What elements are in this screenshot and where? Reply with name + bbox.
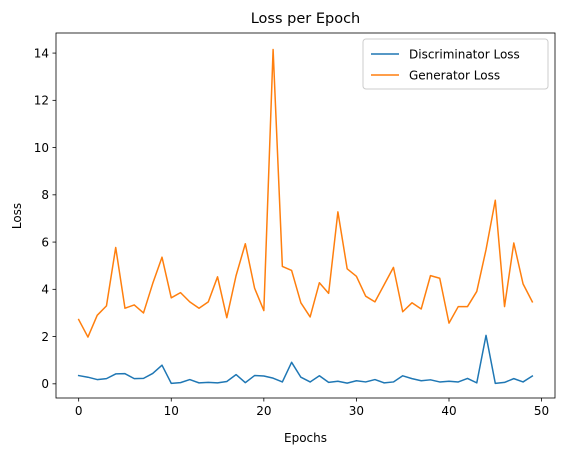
x-tick-label: 10 <box>164 404 179 418</box>
y-tick-label: 4 <box>41 283 49 297</box>
legend-label: Discriminator Loss <box>409 47 520 61</box>
x-axis-ticks: 0 10 20 30 40 50 <box>75 398 549 418</box>
legend: Discriminator Loss Generator Loss <box>362 38 549 90</box>
y-axis-ticks: 0 2 4 6 8 10 12 14 <box>34 46 56 391</box>
y-tick-label: 6 <box>41 235 49 249</box>
y-tick-label: 10 <box>34 141 49 155</box>
y-tick-label: 8 <box>41 188 49 202</box>
y-tick-label: 14 <box>34 46 49 60</box>
series-line-generator <box>77 48 534 338</box>
plot-lines <box>77 48 534 385</box>
y-axis-title: Loss <box>10 203 24 229</box>
legend-label: Generator Loss <box>409 68 500 82</box>
series-line-discriminator <box>77 334 534 385</box>
x-axis-title: Epochs <box>284 431 327 445</box>
y-tick-label: 0 <box>41 377 49 391</box>
plot-frame <box>55 32 556 399</box>
x-tick-label: 50 <box>534 404 549 418</box>
y-tick-label: 2 <box>41 330 49 344</box>
x-tick-label: 0 <box>75 404 83 418</box>
y-tick-label: 12 <box>34 94 49 108</box>
x-tick-label: 20 <box>256 404 271 418</box>
chart-title: Loss per Epoch <box>251 11 361 27</box>
x-tick-label: 30 <box>349 404 364 418</box>
legend-box <box>362 38 549 90</box>
x-tick-label: 40 <box>441 404 456 418</box>
